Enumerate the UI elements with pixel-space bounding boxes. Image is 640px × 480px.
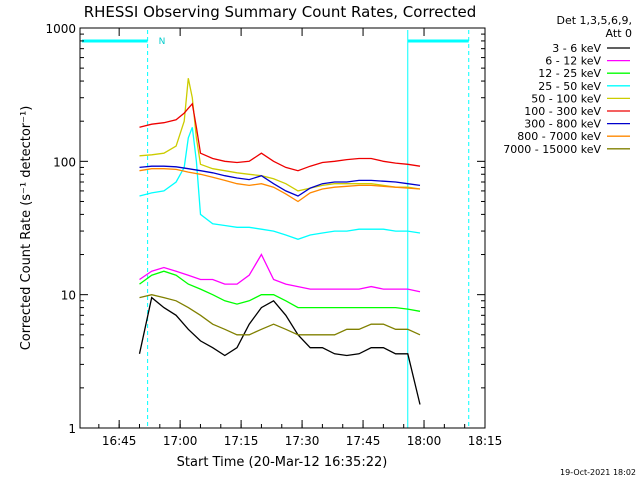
flag-layer bbox=[82, 30, 470, 428]
ticks-layer: 16:45 17:00 17:15 17:30 17:45 18:00 18:15 1 10 10… bbox=[45, 22, 502, 448]
legend-label-0: 3 - 6 keV bbox=[552, 42, 601, 55]
legend-label-7: 800 - 7000 keV bbox=[517, 130, 601, 143]
y-tick-label-3: 1000 bbox=[45, 22, 76, 36]
legend-label-4: 50 - 100 keV bbox=[531, 92, 601, 105]
legend-label-8: 7000 - 15000 keV bbox=[503, 143, 601, 156]
y-tick-label-1: 10 bbox=[61, 289, 76, 303]
timestamp: 19-Oct-2021 18:02 bbox=[560, 468, 636, 477]
x-tick-label-4: 17:45 bbox=[346, 434, 381, 448]
legend-label-2: 12 - 25 keV bbox=[538, 67, 601, 80]
x-tick-label-5: 18:00 bbox=[407, 434, 442, 448]
y-axis-label: Corrected Count Rate (s⁻¹ detector⁻¹) bbox=[19, 106, 34, 351]
legend-header-line-1: Det 1,3,5,6,9, bbox=[556, 14, 632, 27]
series-line-5 bbox=[139, 102, 421, 172]
plot-frame bbox=[79, 27, 486, 429]
x-tick-label-1: 17:00 bbox=[163, 434, 198, 448]
series-line-1 bbox=[139, 253, 421, 293]
y-tick-label-0: 1 bbox=[68, 422, 76, 436]
series-line-8 bbox=[139, 294, 421, 336]
y-tick-label-2: 100 bbox=[53, 155, 76, 169]
legend-header: Det 1,3,5,6,9, Att 0 bbox=[556, 14, 632, 40]
series-line-6 bbox=[139, 165, 421, 197]
x-tick-label-6: 18:15 bbox=[468, 434, 503, 448]
series-layer bbox=[138, 78, 421, 405]
series-line-7 bbox=[139, 168, 421, 203]
series-line-4 bbox=[139, 78, 421, 192]
legend-label-1: 6 - 12 keV bbox=[545, 55, 601, 68]
x-axis-label: Start Time (20-Mar-12 16:35:22) bbox=[177, 455, 388, 470]
legend-header-line-2: Att 0 bbox=[606, 27, 632, 40]
x-tick-label-3: 17:30 bbox=[285, 434, 320, 448]
legend-label-3: 25 - 50 keV bbox=[538, 80, 601, 93]
legend-label-5: 100 - 300 keV bbox=[524, 105, 601, 118]
series-line-0 bbox=[138, 296, 421, 405]
series-line-3 bbox=[139, 127, 421, 240]
x-tick-label-2: 17:15 bbox=[224, 434, 259, 448]
flag-label: N bbox=[159, 37, 166, 47]
legend-label-6: 300 - 800 keV bbox=[524, 118, 601, 131]
x-tick-label-0: 16:45 bbox=[102, 434, 137, 448]
series-line-2 bbox=[139, 270, 421, 312]
chart-title: RHESSI Observing Summary Count Rates, Co… bbox=[84, 3, 477, 21]
